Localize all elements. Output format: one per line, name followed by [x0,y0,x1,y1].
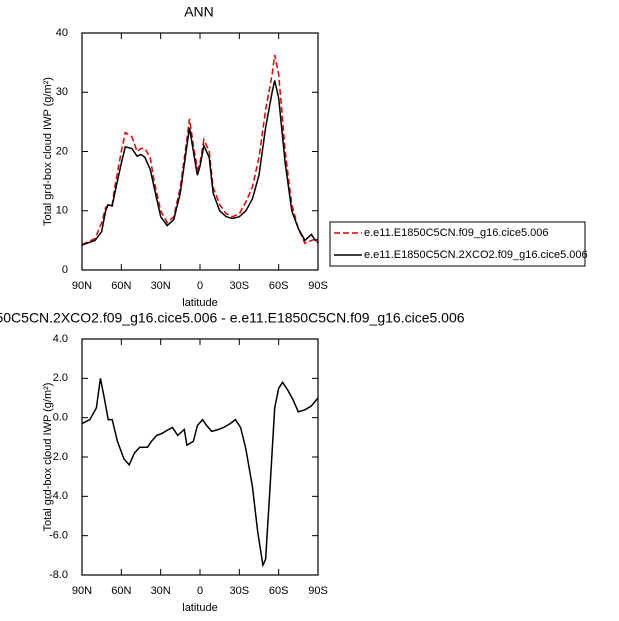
y-tick-label: -8.0 [49,569,68,581]
y-tick-label: 4.0 [53,333,68,345]
data-line [81,80,319,246]
x-tick-label: 0 [197,280,203,292]
chart-title: ANN [184,4,214,20]
y-axis-label: Total grd-box cloud IWP (g/m²) [42,383,54,532]
legend-label: e.e11.E1850C5CN.f09_g16.cice5.006 [364,227,549,239]
plot-frame [81,32,319,271]
y-tick-label: 10 [56,205,68,217]
x-tick-label: 30N [151,585,171,597]
y-tick-label: 2.0 [53,372,68,384]
x-tick-label: 90N [72,585,92,597]
y-tick-label: 40 [56,27,68,39]
x-tick-label: 30S [230,585,250,597]
y-tick-label: -4.0 [49,490,68,502]
chart-title: 50C5CN.2XCO2.f09_g16.cice5.006 - e.e11.E… [0,310,465,326]
x-tick-label: 60N [111,280,131,292]
y-tick-label: 30 [56,86,68,98]
x-tick-label: 90S [308,585,328,597]
x-tick-label: 0 [197,585,203,597]
x-axis-label: latitude [182,602,217,614]
legend-label: e.e11.E1850C5CN.2XCO2.f09_g16.cice5.006 [364,249,588,261]
y-tick-label: -2.0 [49,451,68,463]
x-tick-label: 60S [269,585,289,597]
x-axis-label: latitude [182,297,217,309]
x-tick-label: 90N [72,280,92,292]
data-line [81,378,319,568]
y-tick-label: 0.0 [53,412,68,424]
plot-frame [81,338,319,576]
x-tick-label: 30N [151,280,171,292]
y-tick-label: 20 [56,145,68,157]
x-tick-label: 60N [111,585,131,597]
y-tick-label: 0 [62,264,68,276]
x-tick-label: 90S [308,280,328,292]
x-tick-label: 30S [230,280,250,292]
data-line [81,54,319,246]
x-tick-label: 60S [269,280,289,292]
legend-box [329,221,586,267]
y-tick-label: -6.0 [49,530,68,542]
y-axis-label: Total grd-box cloud IWP (g/m²) [42,77,54,226]
